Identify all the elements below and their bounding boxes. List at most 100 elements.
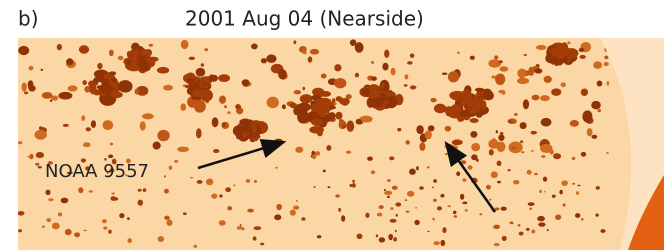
magnetic-spot [89, 82, 96, 88]
magnetic-spot [453, 211, 457, 215]
magnetic-spot [497, 161, 502, 167]
magnetic-spot [537, 216, 545, 221]
magnetic-spot [387, 196, 390, 198]
magnetic-spot [189, 57, 195, 61]
magnetic-spot [379, 205, 384, 209]
magnetic-spot [447, 205, 451, 207]
magnetic-spot [34, 130, 47, 140]
magnetic-spot [29, 66, 34, 71]
magnetic-spot [296, 200, 298, 202]
magnetic-spot [442, 227, 446, 233]
magnetic-spot [97, 63, 102, 69]
magnetic-spot [471, 143, 480, 151]
magnetic-spot [371, 88, 379, 96]
magnetic-spot [186, 78, 194, 82]
magnetic-spot [494, 243, 500, 246]
magnetic-spot [432, 187, 434, 189]
magnetic-spot [219, 96, 226, 104]
magnetic-spot [391, 68, 396, 76]
magnetic-spot [486, 185, 491, 190]
magnetic-spot [382, 63, 388, 71]
magnetic-spot [376, 234, 378, 237]
magnetic-spot [414, 220, 419, 225]
magnetic-spot [326, 145, 331, 151]
magnetic-spot [219, 220, 226, 226]
magnetic-spot [346, 151, 351, 154]
magnetic-spot [346, 121, 354, 132]
magnetic-spot [142, 113, 154, 119]
magnetic-spot [163, 85, 173, 91]
magnetic-spot [303, 50, 307, 54]
region-annotation: NOAA 9557 [45, 161, 149, 182]
magnetic-spot [388, 234, 393, 240]
magnetic-spot [177, 147, 189, 152]
magnetic-spot [434, 241, 440, 245]
magnetic-spot [323, 170, 326, 173]
magnetic-spot [521, 151, 524, 153]
magnetic-spot [580, 55, 586, 59]
magnetic-spot [293, 206, 299, 210]
magnetic-spot [91, 120, 96, 128]
magnetic-spot [514, 113, 517, 115]
magnetic-spot [308, 56, 313, 62]
magnetic-spot [440, 240, 445, 246]
magnetogram-figure: b) 2001 Aug 04 (Nearside) NOAA 9557 [0, 0, 664, 250]
magnetic-spot [266, 54, 276, 63]
magnetic-spot [531, 230, 535, 234]
magnetic-spot [209, 74, 214, 81]
magnetic-spot [457, 52, 460, 54]
magnetic-spot [204, 48, 207, 51]
magnetic-spot [540, 144, 552, 153]
magnetic-spot [212, 117, 219, 127]
magnetic-spot [405, 140, 409, 144]
magnetic-spot [461, 90, 472, 101]
magnetic-spot [460, 194, 464, 200]
magnetic-spot [395, 230, 397, 233]
magnetic-spot [356, 119, 362, 125]
magnetic-spot [295, 147, 303, 153]
magnetic-spot [102, 219, 107, 223]
magnetic-spot [127, 217, 130, 220]
magnetic-spot [321, 73, 327, 78]
magnetic-spot [225, 187, 231, 192]
magnetic-spot [227, 111, 231, 114]
magnetic-spot [416, 166, 419, 170]
magnetic-spot [28, 80, 34, 89]
magnetic-spot [190, 177, 193, 178]
magnetic-spot [415, 207, 417, 208]
magnetic-spot [381, 83, 384, 88]
magnetic-spot [539, 190, 541, 193]
magnetic-spot [513, 180, 519, 184]
magnetic-spot [551, 88, 561, 95]
magnetic-spot [373, 97, 384, 107]
magnetic-spot [479, 213, 482, 215]
magnetic-spot [260, 243, 264, 246]
magnetic-spot [559, 190, 562, 195]
magnetic-spot [591, 135, 597, 139]
panel-label: b) [18, 7, 39, 31]
magnetic-spot [254, 180, 257, 183]
magnetic-spot [448, 71, 459, 82]
magnetic-spot [384, 49, 389, 57]
magnetic-spot [57, 44, 62, 50]
magnetic-spot [416, 125, 423, 134]
magnetic-spot [17, 211, 24, 216]
magnetic-spot [509, 221, 513, 224]
magnetic-spot [576, 191, 579, 195]
magnetic-spot [233, 184, 235, 186]
magnetic-spot [169, 166, 173, 170]
magnetic-spot [110, 143, 113, 146]
magnetic-spot [81, 115, 85, 121]
magnetic-spot [427, 166, 430, 168]
magnetic-spot [532, 95, 540, 101]
magnetic-spot [18, 229, 22, 232]
magnetic-spot [579, 48, 584, 52]
magnetic-spot [390, 207, 393, 210]
magnetic-spot [315, 106, 324, 113]
magnetic-spot [140, 121, 146, 130]
magnetic-spot [406, 211, 410, 213]
magnetic-spot [153, 142, 161, 150]
magnetic-spot [294, 90, 301, 94]
magnetic-spot [489, 199, 491, 201]
magnetic-spot [430, 98, 436, 102]
